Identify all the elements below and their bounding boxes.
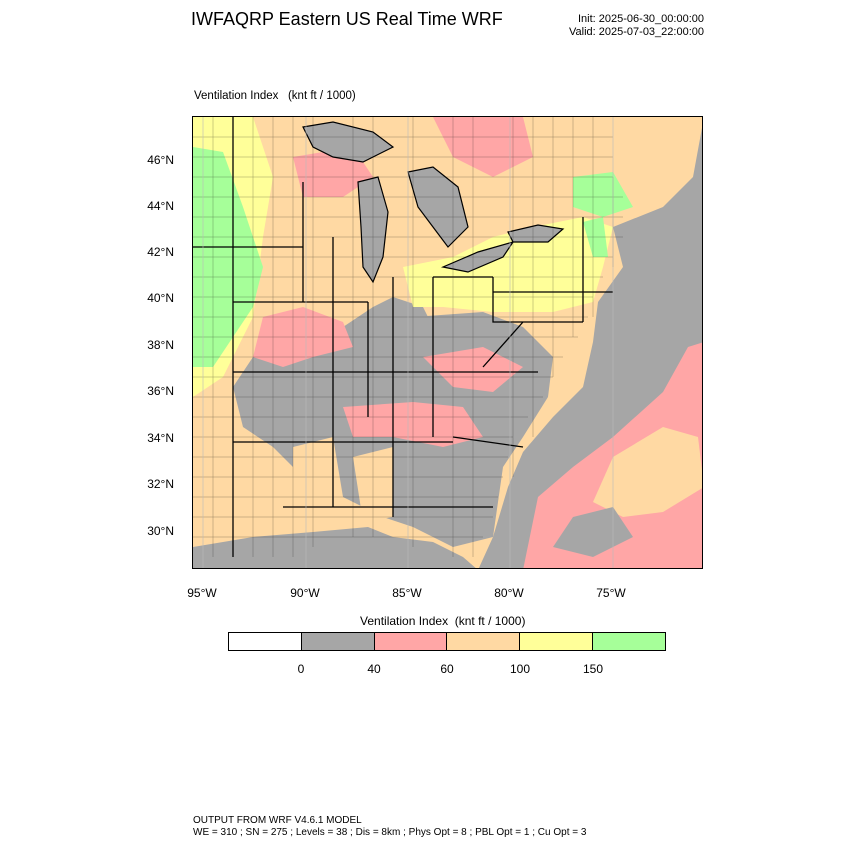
lon-label-80w: 80°W bbox=[494, 586, 524, 600]
plot-title: IWFAQRP Eastern US Real Time WRF bbox=[191, 9, 503, 29]
colorbar bbox=[228, 632, 666, 651]
ontario-green-patch bbox=[573, 172, 633, 217]
valid-time: Valid: 2025-07-03_22:00:00 bbox=[569, 26, 704, 38]
lat-label-42n: 42°N bbox=[147, 245, 174, 259]
model-footer: OUTPUT FROM WRF V4.6.1 MODEL WE = 310 ; … bbox=[193, 815, 586, 839]
lake-superior bbox=[302, 121, 395, 163]
footer-line-1: OUTPUT FROM WRF V4.6.1 MODEL bbox=[193, 815, 362, 826]
lat-label-36n: 36°N bbox=[147, 384, 174, 398]
run-times: Init: 2025-06-30_00:00:00 Valid: 2025-07… bbox=[540, 13, 704, 39]
footer-line-2: WE = 310 ; SN = 275 ; Levels = 38 ; Dis … bbox=[193, 827, 587, 838]
colorbar-segment bbox=[593, 633, 665, 650]
lat-label-46n: 46°N bbox=[147, 153, 174, 167]
lat-label-38n: 38°N bbox=[147, 338, 174, 352]
colorbar-segment bbox=[520, 633, 594, 650]
map-svg bbox=[193, 117, 702, 568]
county-grid bbox=[193, 117, 623, 557]
canada-pink-region bbox=[433, 117, 533, 177]
colorbar-label-60: 60 bbox=[440, 662, 454, 676]
colorbar-segment bbox=[374, 633, 448, 650]
ocean-peach-area bbox=[593, 427, 702, 517]
map-panel bbox=[192, 116, 703, 569]
lon-label-90w: 90°W bbox=[290, 586, 320, 600]
colorbar-title: Ventilation Index (knt ft / 1000) bbox=[360, 614, 526, 628]
colorbar-label-40: 40 bbox=[367, 662, 381, 676]
lon-label-95w: 95°W bbox=[187, 586, 217, 600]
field-label: Ventilation Index (knt ft / 1000) bbox=[194, 90, 356, 102]
colorbar-label-150: 150 bbox=[582, 662, 604, 676]
graticule bbox=[202, 117, 614, 568]
lat-label-30n: 30°N bbox=[147, 524, 174, 538]
colorbar-segment bbox=[447, 633, 521, 650]
lon-label-85w: 85°W bbox=[392, 586, 422, 600]
lat-label-32n: 32°N bbox=[147, 477, 174, 491]
colorbar-segment bbox=[301, 633, 375, 650]
gulf-of-mexico bbox=[193, 527, 476, 568]
lon-label-75w: 75°W bbox=[596, 586, 626, 600]
lat-label-44n: 44°N bbox=[147, 199, 174, 213]
lat-label-34n: 34°N bbox=[147, 431, 174, 445]
init-time: Init: 2025-06-30_00:00:00 bbox=[578, 13, 704, 25]
northeast-yellow-region bbox=[403, 217, 613, 312]
colorbar-segment bbox=[229, 633, 302, 650]
mississippi-peach bbox=[293, 437, 343, 527]
colorbar-label-100: 100 bbox=[509, 662, 531, 676]
lat-label-40n: 40°N bbox=[147, 291, 174, 305]
colorbar-label-0: 0 bbox=[297, 662, 305, 676]
